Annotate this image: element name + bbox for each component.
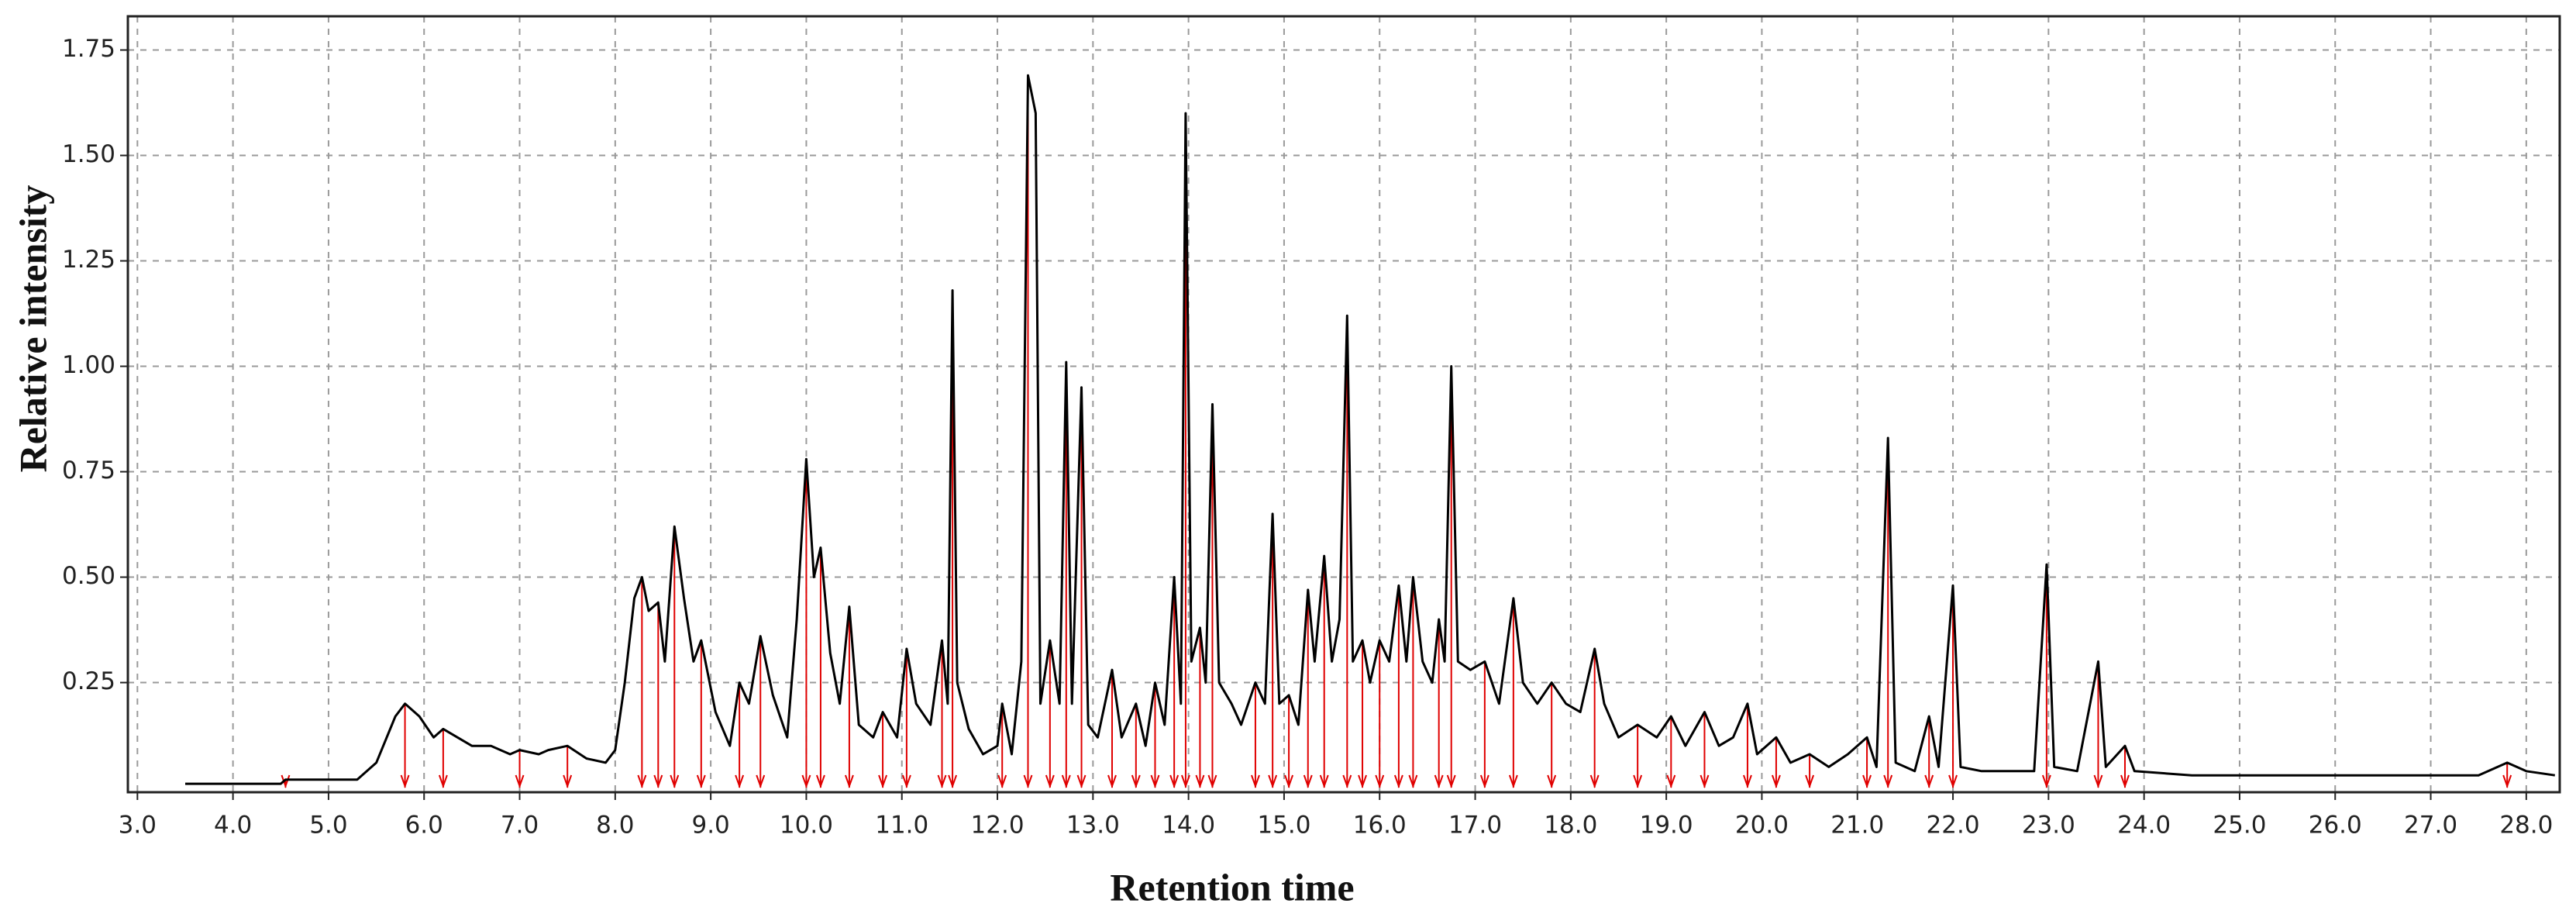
peak-arrow (1375, 774, 1385, 788)
peak-arrow (2093, 774, 2103, 788)
peak-arrow (1948, 774, 1958, 788)
peak-arrow (1743, 774, 1752, 788)
x-tick-label: 7.0 (501, 812, 539, 840)
peak-arrow (1700, 774, 1710, 788)
peak-arrow (2502, 774, 2512, 788)
x-tick-label: 4.0 (214, 812, 252, 840)
x-tick-label: 27.0 (2404, 812, 2457, 840)
x-tick-label: 19.0 (1640, 812, 1693, 840)
peak-arrow (1023, 774, 1033, 788)
x-tick-label: 20.0 (1735, 812, 1789, 840)
y-tick-label: 0.75 (62, 457, 115, 484)
x-tick-label: 17.0 (1448, 812, 1502, 840)
peak-arrow (997, 774, 1007, 788)
peak-arrow (1284, 774, 1294, 788)
x-tick-label: 14.0 (1162, 812, 1215, 840)
peak-arrow (1446, 774, 1456, 788)
y-axis-title: Relative intensity (11, 185, 54, 473)
peak-arrow (563, 774, 573, 788)
peak-arrow (1862, 774, 1872, 788)
x-tick-label: 26.0 (2309, 812, 2362, 840)
peak-arrow (438, 774, 448, 788)
peak-arrow (1633, 774, 1643, 788)
x-tick-label: 9.0 (691, 812, 729, 840)
peak-arrow (844, 774, 854, 788)
y-tick-label: 0.50 (62, 562, 115, 590)
peak-arrow (756, 774, 766, 788)
x-tick-label: 8.0 (596, 812, 634, 840)
x-tick-label: 12.0 (971, 812, 1025, 840)
peak-arrow (1805, 774, 1815, 788)
peak-arrow (1207, 774, 1217, 788)
peak-arrow (1303, 774, 1313, 788)
peak-arrow (1107, 774, 1117, 788)
x-tick-label: 5.0 (309, 812, 347, 840)
peak-arrow (1408, 774, 1418, 788)
peak-arrow (1547, 774, 1557, 788)
x-tick-label: 21.0 (1830, 812, 1884, 840)
peak-arrow (1924, 774, 1934, 788)
peak-arrow (1589, 774, 1600, 788)
peak-arrow (735, 774, 745, 788)
peak-arrow (637, 774, 647, 788)
peak-arrow (901, 774, 911, 788)
peak-arrow (653, 774, 663, 788)
x-tick-label: 11.0 (875, 812, 928, 840)
x-tick-label: 23.0 (2022, 812, 2075, 840)
x-tick-label: 18.0 (1544, 812, 1597, 840)
x-tick-label: 22.0 (1927, 812, 1980, 840)
peak-arrow (1771, 774, 1781, 788)
peak-arrow (670, 774, 680, 788)
peak-arrow (801, 774, 811, 788)
peak-arrow (1169, 774, 1180, 788)
peak-arrow (1251, 774, 1260, 788)
x-tick-label: 10.0 (780, 812, 833, 840)
x-tick-label: 15.0 (1257, 812, 1310, 840)
peak-arrow (696, 774, 706, 788)
peak-arrow (1666, 774, 1676, 788)
peak-arrow (1319, 774, 1329, 788)
x-tick-label: 3.0 (119, 812, 157, 840)
peak-arrow (400, 774, 410, 788)
trace (185, 74, 2556, 785)
peak-arrow (1045, 774, 1055, 788)
peak-arrow (1150, 774, 1160, 788)
peak-arrow (1061, 774, 1071, 788)
peak-arrow (1358, 774, 1367, 788)
y-tick-label: 1.75 (62, 35, 115, 63)
x-tick-label: 13.0 (1066, 812, 1120, 840)
peak-arrow (1508, 774, 1518, 788)
y-tick-label: 1.50 (62, 140, 115, 168)
peak-arrow (1883, 774, 1893, 788)
peak-arrow (878, 774, 888, 788)
peak-arrow (1180, 774, 1190, 788)
peak-arrow (1479, 774, 1489, 788)
peak-arrow (2041, 774, 2051, 788)
peak-arrow (948, 774, 958, 788)
peak-arrow (815, 774, 825, 788)
y-tick-label: 1.00 (62, 351, 115, 379)
peak-arrow (515, 774, 525, 788)
plot-frame (126, 15, 2561, 794)
peak-arrow (1342, 774, 1352, 788)
x-tick-label: 16.0 (1353, 812, 1407, 840)
x-tick-label: 25.0 (2213, 812, 2266, 840)
peak-arrow (1076, 774, 1087, 788)
y-tick-label: 0.25 (62, 667, 115, 695)
x-axis-title: Retention time (1110, 865, 1354, 908)
peak-arrow (1393, 774, 1403, 788)
x-tick-label: 24.0 (2117, 812, 2171, 840)
x-tick-label: 6.0 (405, 812, 443, 840)
peak-arrow (1131, 774, 1141, 788)
peak-arrow (1434, 774, 1444, 788)
peak-arrow (1195, 774, 1205, 788)
y-tick-label: 1.25 (62, 246, 115, 274)
peak-arrow (937, 774, 947, 788)
peak-arrow (1268, 774, 1278, 788)
peak-arrow (2120, 774, 2130, 788)
x-tick-label: 28.0 (2499, 812, 2553, 840)
